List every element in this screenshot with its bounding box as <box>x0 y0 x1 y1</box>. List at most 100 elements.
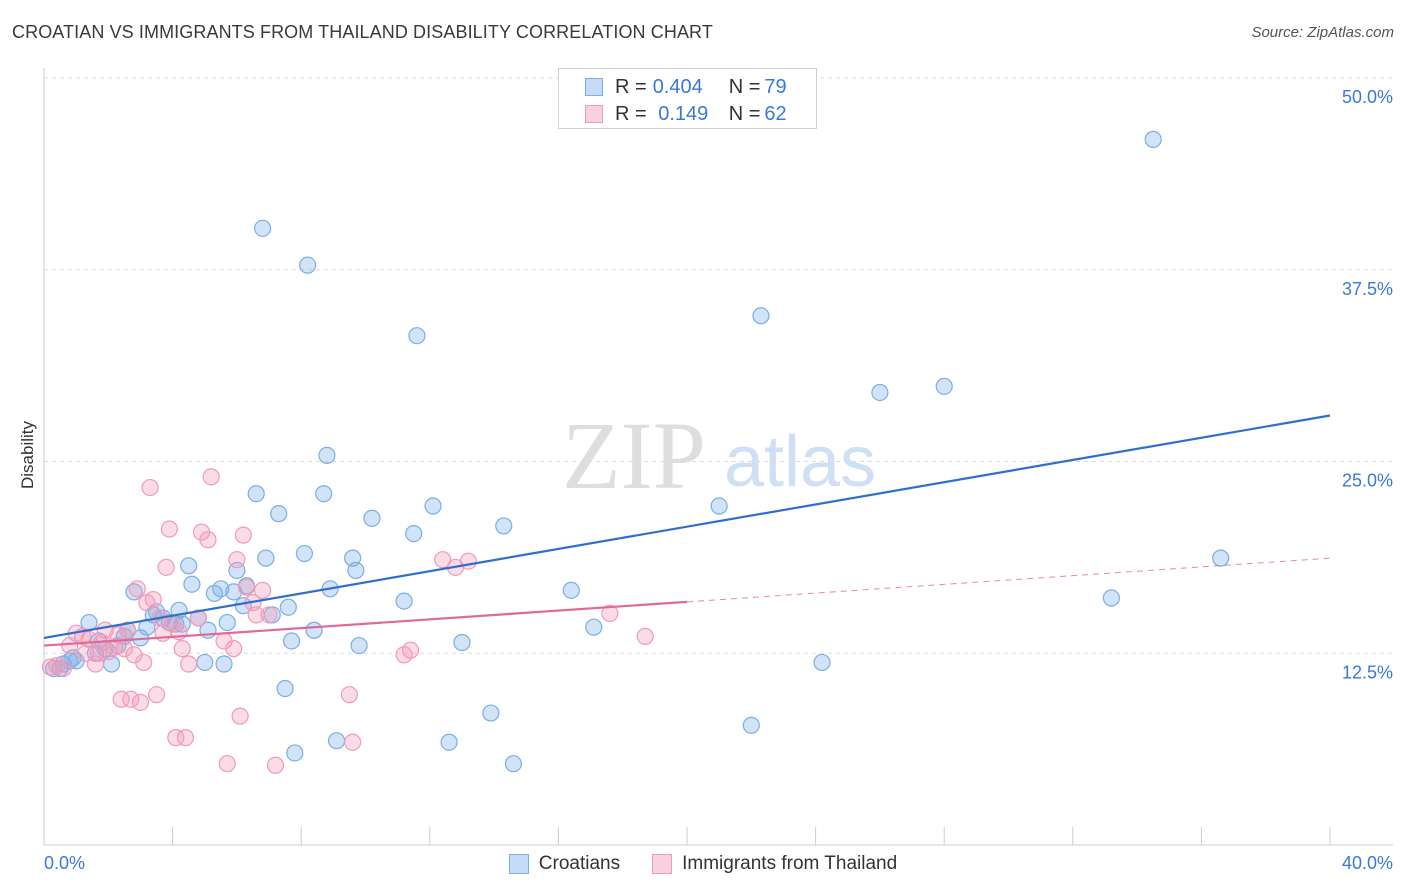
point-croatians <box>395 592 413 610</box>
legend-r-label: R = <box>615 75 647 98</box>
point-croatians <box>742 716 760 734</box>
x-tick-label: 40.0% <box>1342 853 1393 873</box>
point-croatians <box>257 549 275 567</box>
source-label: Source: ZipAtlas.com <box>1251 24 1394 41</box>
point-thailand <box>254 581 272 599</box>
point-croatians <box>299 256 317 274</box>
point-croatians <box>935 377 953 395</box>
point-thailand <box>157 558 175 576</box>
point-thailand <box>237 578 256 596</box>
point-thailand <box>86 655 105 673</box>
legend-r-value: 0.404 <box>652 75 703 98</box>
point-croatians <box>279 598 297 616</box>
point-croatians <box>318 446 336 464</box>
point-thailand <box>144 590 162 609</box>
legend-n-label: N = <box>728 75 761 98</box>
point-croatians <box>710 497 728 515</box>
legend-n-value: 79 <box>764 75 787 98</box>
point-thailand <box>340 686 359 704</box>
axes <box>43 68 1393 846</box>
point-croatians <box>315 485 333 503</box>
point-thailand <box>401 641 420 659</box>
y-tick-label: 50.0% <box>1342 87 1393 107</box>
point-thailand <box>180 655 198 673</box>
point-thailand <box>247 606 265 624</box>
y-tick-label: 12.5% <box>1342 662 1393 682</box>
point-thailand <box>234 526 252 544</box>
point-thailand <box>131 693 150 711</box>
point-croatians <box>504 755 522 773</box>
point-thailand <box>160 520 178 538</box>
point-thailand <box>141 478 159 497</box>
point-croatians <box>350 636 368 655</box>
point-croatians <box>813 653 831 672</box>
point-croatians <box>752 307 770 325</box>
point-thailand <box>228 551 246 569</box>
point-croatians <box>196 653 214 672</box>
point-croatians <box>282 632 301 650</box>
point-thailand <box>459 552 477 570</box>
point-croatians <box>254 219 272 237</box>
point-croatians <box>562 581 580 599</box>
point-croatians <box>218 613 236 632</box>
legend-row-thailand: R = 0.149 N = 62 <box>585 102 787 126</box>
legend-r-value: 0.149 <box>652 102 709 125</box>
bottom-legend-label: Croatians <box>538 853 621 874</box>
point-croatians <box>453 633 471 652</box>
point-thailand <box>601 604 619 622</box>
bottom-legend-swatch-croatians <box>508 854 529 874</box>
point-croatians <box>440 733 458 751</box>
point-thailand <box>218 755 236 773</box>
point-thailand <box>147 686 166 704</box>
x-tick-label: 0.0% <box>44 853 85 873</box>
bottom-legend-label: Immigrants from Thailand <box>682 853 898 874</box>
point-croatians <box>327 732 346 750</box>
y-tick-label: 37.5% <box>1342 279 1393 299</box>
point-croatians <box>347 561 365 580</box>
legend-n-label: N = <box>728 102 761 125</box>
point-thailand <box>266 756 285 774</box>
point-croatians <box>305 621 323 639</box>
trend-line-thailand <box>43 600 688 647</box>
legend-row-croatians: R = 0.404 N = 79 <box>585 75 787 99</box>
legend-swatch-croatians <box>585 78 603 96</box>
point-thailand <box>231 707 249 725</box>
point-croatians <box>286 744 304 762</box>
point-thailand <box>122 690 140 708</box>
point-croatians <box>1102 589 1120 607</box>
point-croatians <box>408 327 426 345</box>
point-croatians <box>270 505 288 523</box>
point-croatians <box>585 618 603 636</box>
point-croatians <box>1144 130 1162 148</box>
point-croatians <box>212 580 230 598</box>
point-thailand <box>260 606 278 624</box>
point-croatians <box>871 383 889 402</box>
data-points <box>41 130 1230 774</box>
legend-n-value: 62 <box>764 102 787 125</box>
chart-title: CROATIAN VS IMMIGRANTS FROM THAILAND DIS… <box>12 22 713 42</box>
bottom-legend-thailand: Immigrants from Thailand <box>652 853 897 875</box>
point-croatians <box>125 583 143 601</box>
point-thailand <box>118 621 137 639</box>
point-thailand <box>199 531 217 549</box>
point-thailand <box>167 729 185 747</box>
point-croatians <box>495 517 513 535</box>
point-croatians <box>363 509 381 527</box>
point-croatians <box>180 557 198 575</box>
bottom-legend: Croatians Immigrants from Thailand <box>0 852 1406 876</box>
legend-r-label: R = <box>615 102 647 125</box>
point-thailand <box>176 729 195 747</box>
trend-line-thailand-extension <box>686 557 1331 603</box>
point-thailand <box>135 653 153 672</box>
tick-labels: 12.5% 25.0% 37.5% 50.0% 0.0% 40.0% <box>44 87 1393 873</box>
point-thailand <box>434 551 452 569</box>
y-axis-label: Disability <box>18 420 37 490</box>
trend-lines <box>43 414 1331 647</box>
point-croatians <box>276 679 294 698</box>
point-thailand <box>225 640 243 658</box>
legend: R = 0.404 N = 79 R = 0.149 N = 62 <box>558 68 817 129</box>
point-croatians <box>215 655 233 673</box>
point-thailand <box>173 640 191 658</box>
point-croatians <box>482 704 500 722</box>
point-thailand <box>344 733 362 751</box>
